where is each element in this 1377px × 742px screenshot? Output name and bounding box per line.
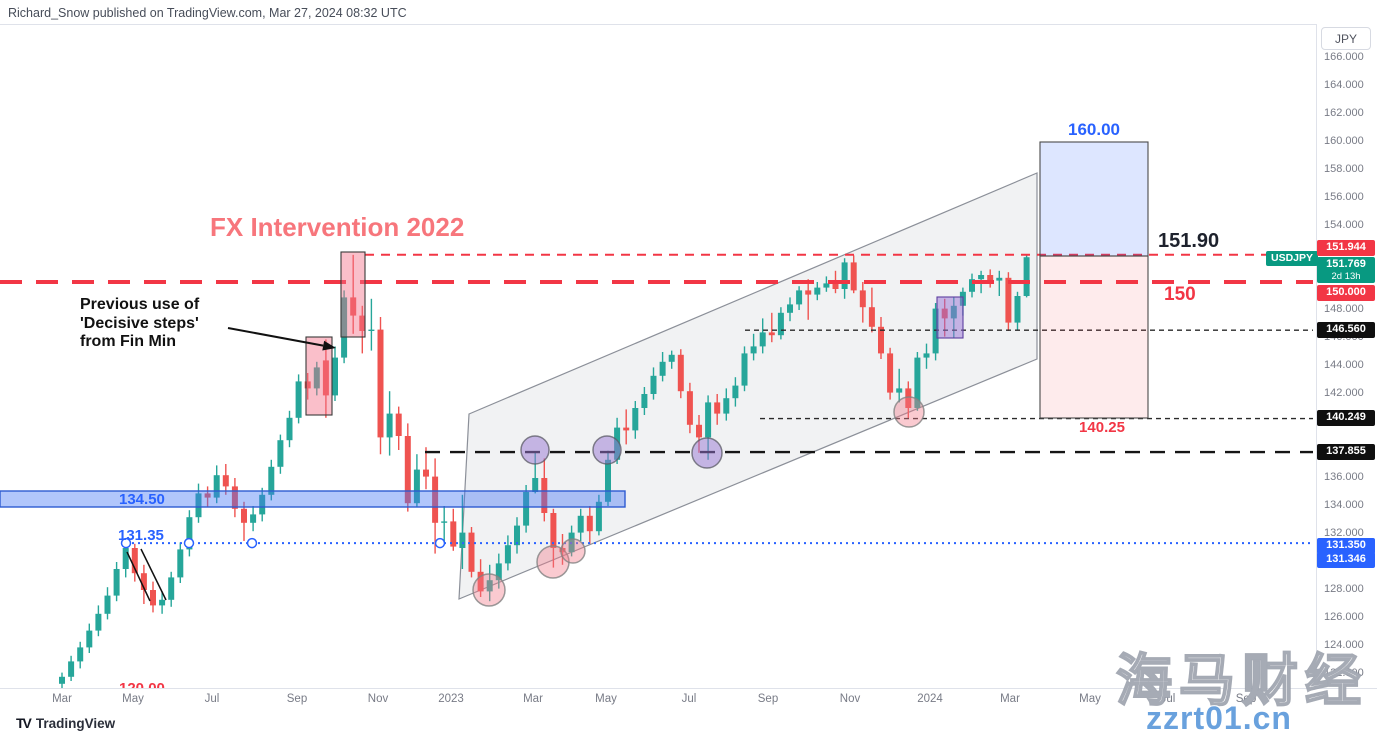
price-axis-tick: 128.000 xyxy=(1324,583,1364,595)
time-axis-tick: Jul xyxy=(681,693,697,705)
price-axis-tick: 156.000 xyxy=(1324,191,1364,203)
price-axis-tick: 160.000 xyxy=(1324,135,1364,147)
time-axis-tick: Sep xyxy=(286,693,308,705)
header-divider xyxy=(0,24,1377,25)
price-tag-current: 151.769 2d 13h xyxy=(1317,257,1375,284)
time-axis-tick: Sep xyxy=(1235,693,1257,705)
time-axis-tick: Nov xyxy=(839,693,861,705)
price-tag-137855: 137.855 xyxy=(1317,444,1375,460)
tradingview-logo[interactable]: TV TradingView xyxy=(16,715,115,731)
tradingview-logo-icon: TV xyxy=(16,715,32,731)
price-tag-140249: 140.249 xyxy=(1317,410,1375,426)
time-axis-tick: Mar xyxy=(52,693,72,705)
price-axis-tick: 134.000 xyxy=(1324,499,1364,511)
price-tag-131346: 131.346 xyxy=(1317,552,1375,568)
price-axis-tick: 124.000 xyxy=(1324,639,1364,651)
decisive-steps-note: Previous use of 'Decisive steps' from Fi… xyxy=(80,296,200,351)
price-tag-150000: 150.000 xyxy=(1317,285,1375,301)
time-axis-divider xyxy=(0,688,1377,689)
price-axis[interactable] xyxy=(1317,24,1377,688)
time-axis-tick: Sep xyxy=(757,693,779,705)
time-axis-tick: May xyxy=(1079,693,1101,705)
time-axis-tick: 2024 xyxy=(917,693,943,705)
price-axis-tick: 144.000 xyxy=(1324,359,1364,371)
price-axis-tick: 164.000 xyxy=(1324,79,1364,91)
time-axis-tick: Mar xyxy=(1000,693,1020,705)
time-axis-tick: May xyxy=(122,693,144,705)
label-151-90: 151.90 xyxy=(1158,230,1220,252)
time-axis-tick: Jul xyxy=(204,693,220,705)
time-axis-tick: Mar xyxy=(523,693,543,705)
label-150: 150 xyxy=(1164,284,1196,305)
fx-intervention-title: FX Intervention 2022 xyxy=(210,212,465,242)
price-axis-tick: 148.000 xyxy=(1324,303,1364,315)
label-160-00: 160.00 xyxy=(1068,120,1120,139)
currency-toggle-button[interactable]: JPY xyxy=(1321,27,1371,50)
time-axis-tick: Nov xyxy=(367,693,389,705)
price-axis-tick: 166.000 xyxy=(1324,51,1364,63)
watermark-site: zzrt01.cn xyxy=(1146,700,1292,736)
byline: Richard_Snow published on TradingView.co… xyxy=(8,6,407,20)
symbol-tag: USDJPY xyxy=(1266,251,1319,266)
time-axis[interactable] xyxy=(0,689,1377,742)
price-axis-tick: 132.000 xyxy=(1324,527,1364,539)
price-axis-tick: 154.000 xyxy=(1324,219,1364,231)
price-tag-151944: 151.944 xyxy=(1317,240,1375,256)
label-131-35: 131.35 xyxy=(118,527,164,544)
price-axis-divider xyxy=(1316,24,1317,689)
tradingview-brand-text: TradingView xyxy=(35,715,116,731)
price-axis-tick: 126.000 xyxy=(1324,611,1364,623)
price-axis-tick: 122.000 xyxy=(1324,667,1364,679)
price-axis-tick: 158.000 xyxy=(1324,163,1364,175)
price-axis-tick: 162.000 xyxy=(1324,107,1364,119)
price-tag-131350: 131.350 xyxy=(1317,538,1375,554)
label-140-25: 140.25 xyxy=(1079,419,1125,436)
price-tag-146560: 146.560 xyxy=(1317,322,1375,338)
time-axis-tick: Jul xyxy=(1160,693,1176,705)
price-axis-tick: 136.000 xyxy=(1324,471,1364,483)
price-axis-tick: 142.000 xyxy=(1324,387,1364,399)
time-axis-tick: May xyxy=(595,693,617,705)
time-axis-tick: 2023 xyxy=(438,693,464,705)
label-134-50: 134.50 xyxy=(119,491,165,508)
watermark-cn: 海马财经 xyxy=(1115,648,1368,713)
